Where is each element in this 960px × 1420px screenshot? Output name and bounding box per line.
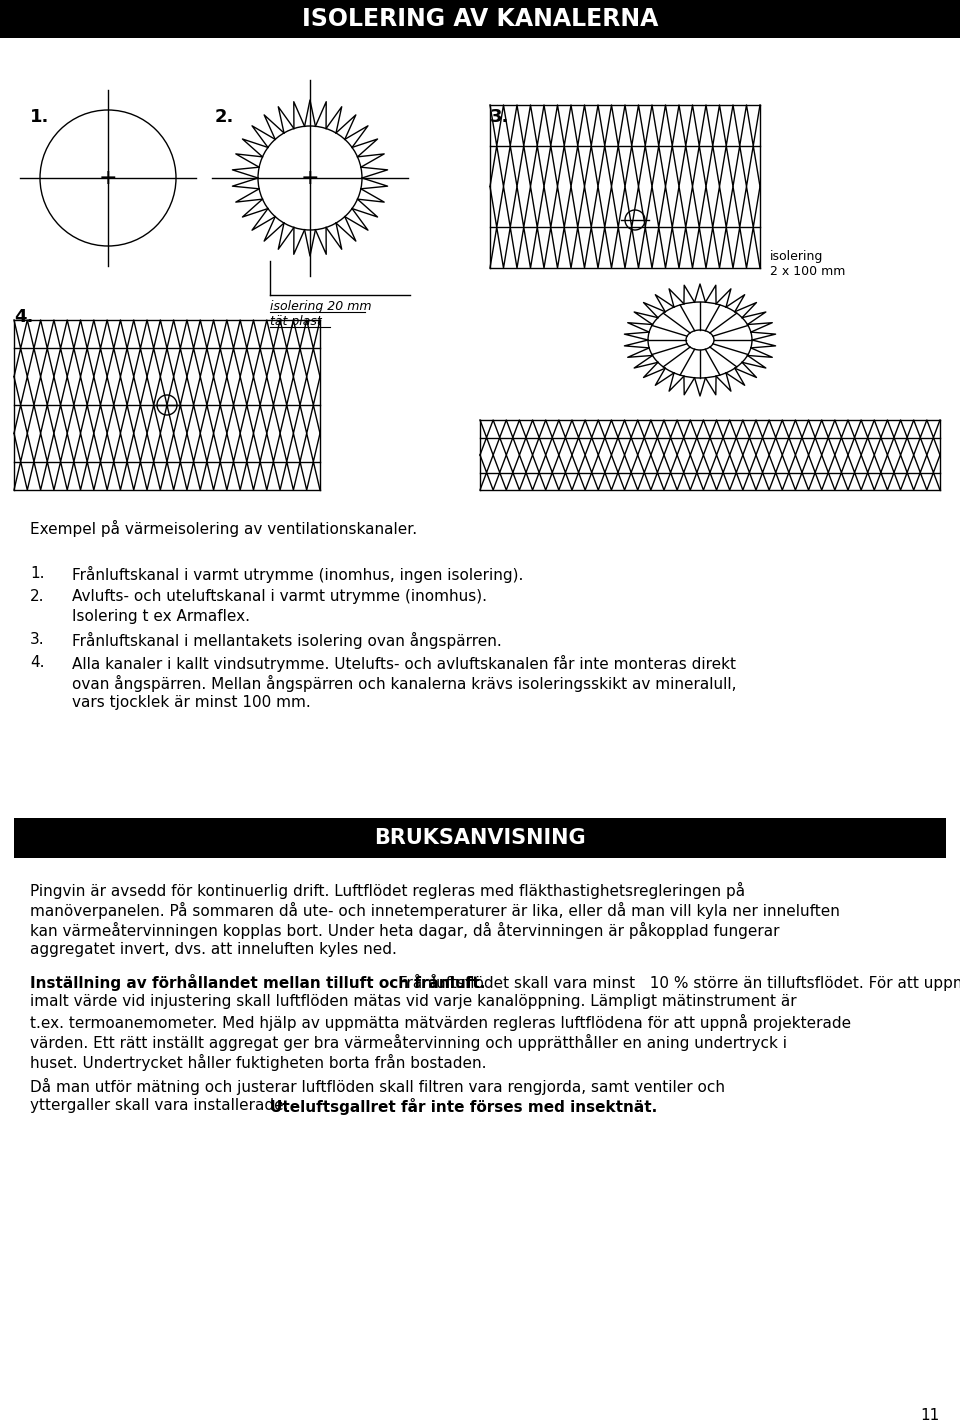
Text: värden. Ett rätt inställt aggregat ger bra värmeåtervinning och upprätthåller en: värden. Ett rätt inställt aggregat ger b… (30, 1034, 787, 1051)
Bar (0, 0, 960, 38)
Text: 3.: 3. (30, 632, 44, 648)
Text: Pingvin är avsedd för kontinuerlig drift. Luftflödet regleras med fläkthastighet: Pingvin är avsedd för kontinuerlig drift… (30, 882, 745, 899)
Text: Frånluftsflödet skall vara minst   10 % större än tilluftsflödet. För att uppnå : Frånluftsflödet skall vara minst 10 % st… (394, 974, 960, 991)
Text: huset. Undertrycket håller fuktigheten borta från bostaden.: huset. Undertrycket håller fuktigheten b… (30, 1054, 487, 1071)
Text: imalt värde vid injustering skall luftflöden mätas vid varje kanalöppning. Lämpl: imalt värde vid injustering skall luftfl… (30, 994, 797, 1010)
Text: manöverpanelen. På sommaren då ute- och innetemperaturer är lika, eller då man v: manöverpanelen. På sommaren då ute- och … (30, 902, 840, 919)
Text: 2 x 100 mm: 2 x 100 mm (770, 266, 846, 278)
Text: 2.: 2. (30, 589, 44, 604)
Text: isolering 20 mm: isolering 20 mm (270, 300, 372, 312)
Text: t.ex. termoanemometer. Med hjälp av uppmätta mätvärden regleras luftflödena för : t.ex. termoanemometer. Med hjälp av uppm… (30, 1014, 852, 1031)
Text: Exempel på värmeisolering av ventilationskanaler.: Exempel på värmeisolering av ventilation… (30, 520, 418, 537)
Text: kan värmeåtervinningen kopplas bort. Under heta dagar, då återvinningen är påkop: kan värmeåtervinningen kopplas bort. Und… (30, 922, 780, 939)
Bar (14, 818, 946, 858)
Text: Då man utför mätning och justerar luftflöden skall filtren vara rengjorda, samt : Då man utför mätning och justerar luftfl… (30, 1078, 725, 1095)
Text: Avlufts- och uteluftskanal i varmt utrymme (inomhus).: Avlufts- och uteluftskanal i varmt utrym… (72, 589, 487, 604)
Text: 4.: 4. (14, 308, 34, 327)
Text: 1.: 1. (30, 567, 44, 581)
Text: Uteluftsgallret får inte förses med insektnät.: Uteluftsgallret får inte förses med inse… (271, 1098, 658, 1115)
Text: 3.: 3. (490, 108, 510, 126)
Text: Alla kanaler i kallt vindsutrymme. Utelufts- och avluftskanalen får inte montera: Alla kanaler i kallt vindsutrymme. Utelu… (72, 655, 736, 672)
Text: 11: 11 (921, 1409, 940, 1420)
Text: +: + (99, 168, 117, 187)
Text: 1.: 1. (30, 108, 49, 126)
Text: vars tjocklek är minst 100 mm.: vars tjocklek är minst 100 mm. (72, 694, 311, 710)
Text: +: + (300, 168, 320, 187)
Text: 4.: 4. (30, 655, 44, 670)
Text: aggregatet invert, dvs. att inneluften kyles ned.: aggregatet invert, dvs. att inneluften k… (30, 941, 396, 957)
Text: ovan ångspärren. Mellan ångspärren och kanalerna krävs isoleringsskikt av minera: ovan ångspärren. Mellan ångspärren och k… (72, 674, 736, 692)
Text: Isolering t ex Armaflex.: Isolering t ex Armaflex. (72, 609, 250, 623)
Text: 2.: 2. (215, 108, 234, 126)
Text: yttergaller skall vara installerade.: yttergaller skall vara installerade. (30, 1098, 294, 1113)
Text: BRUKSANVISNING: BRUKSANVISNING (374, 828, 586, 848)
Text: Inställning av förhållandet mellan tilluft och frånluft.: Inställning av förhållandet mellan tillu… (30, 974, 486, 991)
Text: ISOLERING AV KANALERNA: ISOLERING AV KANALERNA (301, 7, 659, 31)
Text: tät plast: tät plast (270, 315, 322, 328)
Text: Frånluftskanal i mellantakets isolering ovan ångspärren.: Frånluftskanal i mellantakets isolering … (72, 632, 502, 649)
Text: isolering: isolering (770, 250, 824, 263)
Text: Frånluftskanal i varmt utrymme (inomhus, ingen isolering).: Frånluftskanal i varmt utrymme (inomhus,… (72, 567, 523, 584)
